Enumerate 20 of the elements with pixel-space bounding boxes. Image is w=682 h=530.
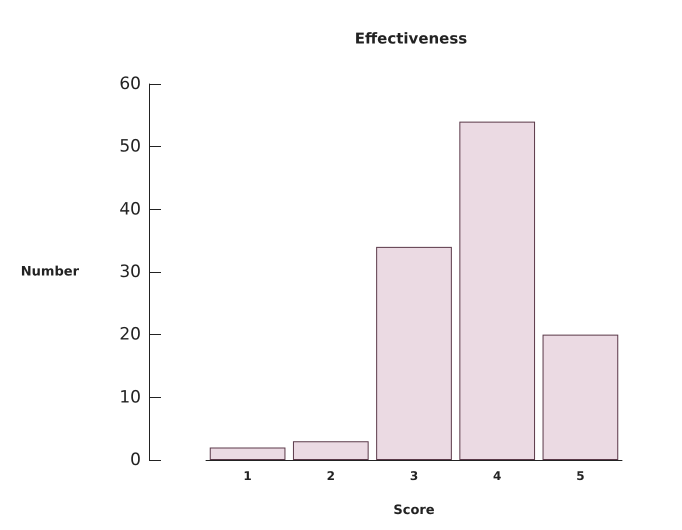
x-tick-label: 5	[576, 469, 585, 483]
bar	[542, 334, 618, 460]
y-axis-title: Number	[20, 264, 80, 280]
x-tick-label: 3	[410, 469, 418, 483]
y-tick-label: 20	[119, 324, 141, 345]
x-tick-label: 4	[493, 469, 502, 483]
bar	[459, 122, 536, 460]
chart-title: Effectiveness	[354, 30, 468, 48]
y-tick-label: 60	[119, 74, 141, 94]
bar	[376, 246, 452, 460]
y-tick-label: 30	[119, 262, 141, 282]
y-tick-label: 50	[119, 136, 141, 157]
y-tick-label: 0	[130, 450, 141, 470]
x-tick-label: 2	[326, 469, 335, 483]
bar	[292, 441, 369, 460]
y-tick-label: 10	[119, 387, 141, 408]
x-axis-title: Score	[393, 503, 435, 518]
y-tick-label: 40	[119, 199, 141, 220]
bar	[210, 447, 286, 460]
x-tick-label: 1	[243, 469, 252, 483]
